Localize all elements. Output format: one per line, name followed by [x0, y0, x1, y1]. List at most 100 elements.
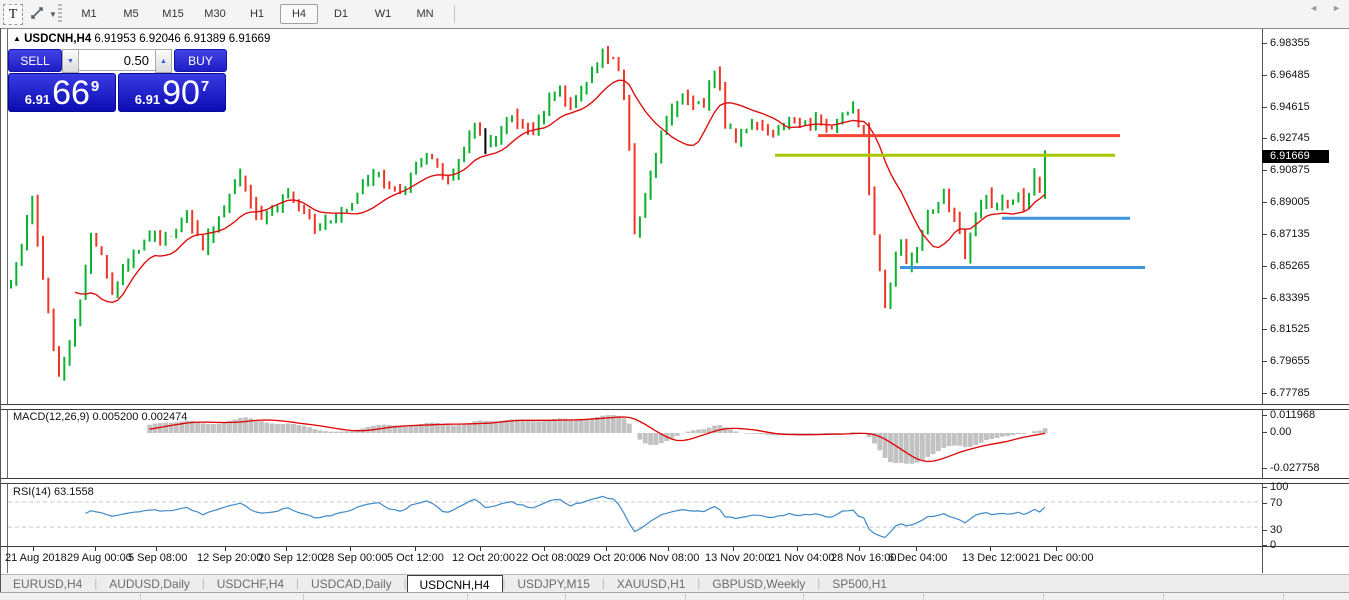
time-tick: [95, 547, 96, 551]
price-tick-label: 6.79655: [1270, 355, 1310, 368]
ohlc-header: ▲ USDCNH,H4 6.91953 6.92046 6.91389 6.91…: [13, 33, 270, 45]
chart-tab-eurusd[interactable]: EURUSD,H4: [13, 577, 83, 591]
buy-button[interactable]: BUY: [174, 49, 227, 72]
toolbar-separator: [454, 5, 455, 23]
tab-separator: |: [94, 578, 98, 590]
time-tick: [797, 547, 798, 551]
time-tick: [286, 547, 287, 551]
rsi-chart-canvas[interactable]: [8, 483, 1262, 546]
timeframe-button-h4[interactable]: H4: [280, 4, 318, 24]
chart-tab-usdchf[interactable]: USDCHF,H4: [216, 577, 285, 591]
time-label: 28 Sep 00:00: [322, 552, 388, 564]
price-tick-dash: [1262, 297, 1267, 299]
time-label: 6 Dec 04:00: [888, 552, 948, 564]
time-tick: [916, 547, 917, 551]
tab-scroll-arrows: ◄ ►: [1309, 3, 1341, 13]
price-tick-label: 6.96485: [1270, 68, 1310, 81]
buy-price-panel[interactable]: 6.91 90 7: [118, 73, 226, 112]
macd-chart-canvas[interactable]: [8, 409, 1262, 478]
status-bar-divider: [1043, 594, 1044, 600]
main-chart-canvas[interactable]: [8, 30, 1262, 404]
tool-dropdown-caret-icon[interactable]: ▼: [49, 10, 57, 19]
time-label: 22 Oct 08:00: [516, 552, 579, 564]
time-label: 29 Aug 00:00: [67, 552, 132, 564]
time-tick: [606, 547, 607, 551]
tab-separator: |: [201, 578, 205, 590]
timeframe-button-h1[interactable]: H1: [249, 8, 265, 20]
macd-name: MACD(12,26,9): [13, 411, 90, 423]
tab-separator: |: [697, 578, 701, 590]
high-value: 6.92046: [139, 33, 181, 45]
timeframe-toolbar: M1 M5 M15 M30 H1 H4 D1 W1 MN: [68, 0, 455, 28]
rsi-tick-dash: [1262, 487, 1267, 488]
timeframe-button-mn[interactable]: MN: [416, 8, 434, 20]
price-tick-dash: [1262, 265, 1267, 267]
status-bar-divider: [303, 594, 304, 600]
volume-decrease-icon[interactable]: ▼: [62, 49, 79, 73]
time-tick: [733, 547, 734, 551]
chart-tab-gbpusd[interactable]: GBPUSD,Weekly: [712, 577, 806, 591]
chart-left-border: [7, 29, 8, 573]
volume-input[interactable]: [79, 49, 155, 71]
macd-tick-dash: [1262, 468, 1267, 469]
time-label: 21 Aug 2018: [5, 552, 67, 564]
rsi-tick-label: 0: [1270, 539, 1277, 551]
timeframe-button-m15[interactable]: M15: [162, 8, 184, 20]
main-macd-splitter[interactable]: [1, 404, 1349, 410]
chart-tab-xauusd[interactable]: XAUUSD,H1: [616, 577, 686, 591]
macd-signal-value: 0.002474: [141, 411, 188, 423]
time-label: 29 Oct 20:00: [578, 552, 641, 564]
timeframe-button-d1[interactable]: D1: [333, 8, 349, 20]
status-bar-divider: [685, 594, 686, 600]
rsi-tick-label: 100: [1270, 481, 1289, 493]
timeframe-button-m1[interactable]: M1: [81, 8, 97, 20]
price-tick-dash: [1262, 74, 1267, 76]
chart-tab-usdjpy[interactable]: USDJPY,M15: [517, 577, 590, 591]
buy-price-prefix: 6.91: [134, 92, 161, 107]
chart-tab-usdcad[interactable]: USDCAD,Daily: [310, 577, 392, 591]
toolbar-grip[interactable]: [58, 4, 62, 24]
timeframe-button-m30[interactable]: M30: [204, 8, 226, 20]
time-label: 20 Sep 12:00: [258, 552, 324, 564]
timeframe-button-w1[interactable]: W1: [374, 8, 392, 20]
tab-separator: |: [403, 578, 407, 590]
rsi-label: RSI(14) 63.1558: [13, 486, 94, 498]
price-tick-dash: [1262, 233, 1267, 235]
chart-tab-sp500[interactable]: SP500,H1: [832, 577, 887, 591]
time-tick: [350, 547, 351, 551]
tab-scroll-left-icon[interactable]: ◄: [1309, 3, 1319, 13]
tab-separator: |: [502, 578, 506, 590]
text-tool-icon[interactable]: T: [3, 4, 23, 25]
time-label: 5 Sep 08:00: [128, 552, 188, 564]
tab-separator: |: [601, 578, 605, 590]
price-tick-dash: [1262, 138, 1267, 140]
volume-increase-icon[interactable]: ▲: [155, 49, 172, 73]
time-tick: [480, 547, 481, 551]
macd-rsi-splitter[interactable]: [1, 478, 1349, 484]
app-left-border: [0, 28, 1, 592]
chart-tab-audusd[interactable]: AUDUSD,Daily: [109, 577, 190, 591]
time-tick: [156, 547, 157, 551]
rsi-tick-label: 30: [1270, 524, 1283, 536]
chart-tab-usdcnh[interactable]: USDCNH,H4: [406, 575, 503, 593]
price-tick-label: 6.90875: [1270, 164, 1310, 177]
macd-tick-label: -0.027758: [1270, 462, 1320, 474]
price-tick-label: 6.89005: [1270, 196, 1310, 209]
crosshair-tool-icon[interactable]: [28, 5, 48, 22]
timeframe-button-m5[interactable]: M5: [123, 8, 139, 20]
price-tick-label: 6.77785: [1270, 387, 1310, 399]
status-bar-divider: [1283, 594, 1284, 600]
sell-price-panel[interactable]: 6.91 66 9: [8, 73, 116, 112]
chart-top-border: [0, 28, 1349, 29]
time-label: 13 Nov 20:00: [705, 552, 771, 564]
price-tick-dash: [1262, 42, 1267, 44]
sell-button[interactable]: SELL: [8, 49, 62, 72]
time-label: 5 Oct 12:00: [387, 552, 444, 564]
price-tick-label: 6.94615: [1270, 100, 1310, 113]
time-label: 21 Dec 00:00: [1028, 552, 1094, 564]
status-bar-divider: [803, 594, 804, 600]
chart-tab-bar: EURUSD,H4 | AUDUSD,Daily | USDCHF,H4 | USDCAD,…: [1, 574, 1349, 593]
tab-scroll-right-icon[interactable]: ►: [1332, 3, 1341, 13]
time-label: 13 Dec 12:00: [962, 552, 1028, 564]
